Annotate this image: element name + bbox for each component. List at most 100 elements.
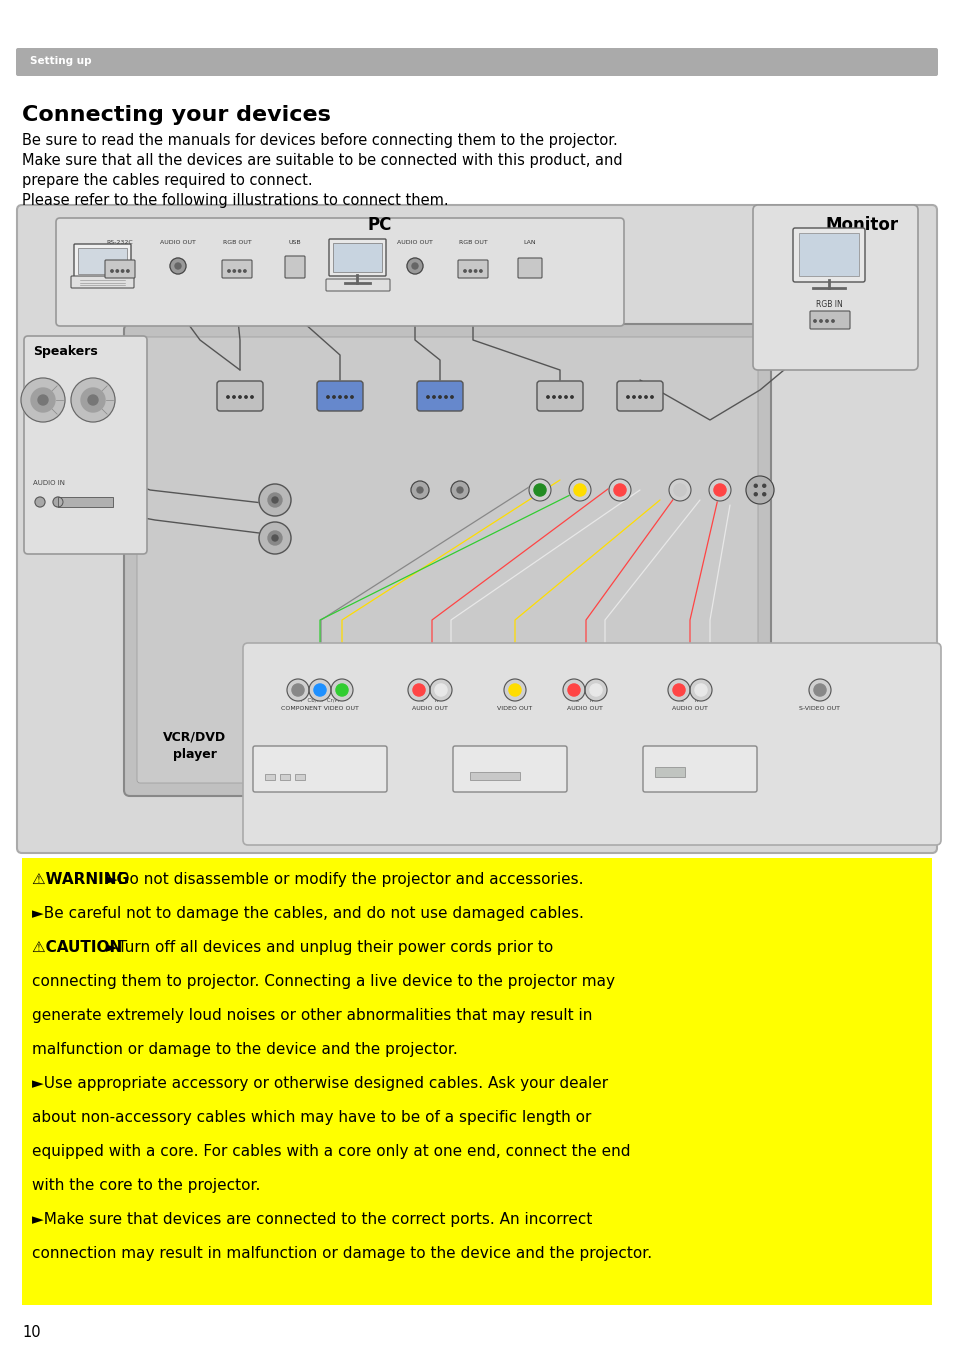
Circle shape [564,395,567,398]
FancyBboxPatch shape [642,746,757,792]
Text: AUDIO OUT: AUDIO OUT [412,706,448,711]
Circle shape [53,496,63,507]
Circle shape [825,320,827,322]
Text: Connecting your devices: Connecting your devices [22,105,331,125]
Circle shape [344,395,347,398]
Circle shape [228,270,230,272]
Circle shape [127,270,129,272]
Circle shape [38,395,48,405]
FancyBboxPatch shape [124,324,770,796]
Circle shape [474,270,476,272]
FancyBboxPatch shape [137,337,758,782]
Circle shape [584,679,606,701]
Text: AUDIO IN: AUDIO IN [33,480,65,486]
Circle shape [503,679,525,701]
Circle shape [412,263,417,268]
Text: RGB OUT: RGB OUT [458,240,487,246]
Circle shape [479,270,481,272]
Text: connection may result in malfunction or damage to the device and the projector.: connection may result in malfunction or … [32,1246,652,1261]
Text: L      R: L R [421,697,438,703]
Circle shape [245,395,247,398]
FancyBboxPatch shape [17,205,936,853]
Circle shape [413,684,425,696]
Circle shape [568,479,590,500]
Text: AUDIO OUT: AUDIO OUT [396,240,433,246]
Circle shape [644,395,646,398]
Circle shape [558,395,560,398]
Circle shape [35,496,45,507]
Circle shape [713,484,725,496]
Text: 10: 10 [22,1325,41,1340]
FancyBboxPatch shape [329,239,386,277]
Circle shape [238,270,240,272]
Circle shape [451,482,469,499]
Bar [470,772,519,780]
Circle shape [435,684,447,696]
Circle shape [708,479,730,500]
Circle shape [309,679,331,701]
Circle shape [632,395,635,398]
FancyBboxPatch shape [617,380,662,411]
Circle shape [258,484,291,517]
Circle shape [116,270,118,272]
Text: COMPONENT VIDEO OUT: COMPONENT VIDEO OUT [281,706,358,711]
Text: VIDEO OUT: VIDEO OUT [497,706,532,711]
Text: RGB OUT: RGB OUT [222,240,251,246]
Text: Monitor: Monitor [824,216,898,233]
Text: Y   Cb/Pb  Cr/Pr: Y Cb/Pb Cr/Pr [299,697,340,703]
Circle shape [762,492,765,495]
Circle shape [672,684,684,696]
Circle shape [331,679,353,701]
FancyBboxPatch shape [105,260,135,278]
Circle shape [268,492,282,507]
FancyBboxPatch shape [517,258,541,278]
Circle shape [111,270,113,272]
Circle shape [88,395,98,405]
Text: AUDIO OUT: AUDIO OUT [160,240,195,246]
Circle shape [333,395,335,398]
Text: AUDIO OUT: AUDIO OUT [671,706,707,711]
Circle shape [407,258,422,274]
Circle shape [170,258,186,274]
Bar [280,774,290,780]
Circle shape [335,684,348,696]
Text: prepare the cables required to connect.: prepare the cables required to connect. [22,173,313,188]
Circle shape [71,378,115,422]
Text: LAN: LAN [523,240,536,246]
Circle shape [813,320,816,322]
Text: ⚠WARNING: ⚠WARNING [32,871,134,888]
Text: generate extremely loud noises or other abnormalities that may result in: generate extremely loud noises or other … [32,1008,592,1023]
Circle shape [562,679,584,701]
Text: Make sure that all the devices are suitable to be connected with this product, a: Make sure that all the devices are suita… [22,152,622,169]
FancyBboxPatch shape [71,277,133,287]
Text: L      R: L R [680,697,698,703]
Text: ►Use appropriate accessory or otherwise designed cables. Ask your dealer: ►Use appropriate accessory or otherwise … [32,1077,607,1091]
Bar [58,496,112,507]
Circle shape [508,684,520,696]
FancyBboxPatch shape [453,746,566,792]
FancyBboxPatch shape [243,643,940,844]
Circle shape [411,482,429,499]
Circle shape [451,395,453,398]
Circle shape [667,679,689,701]
Text: ►Do not disassemble or modify the projector and accessories.: ►Do not disassemble or modify the projec… [106,871,582,888]
FancyBboxPatch shape [216,380,263,411]
Circle shape [650,395,653,398]
Circle shape [227,395,229,398]
Circle shape [314,684,326,696]
Circle shape [416,487,422,492]
Text: RGB IN: RGB IN [815,299,841,309]
Circle shape [287,679,309,701]
Text: ►Turn off all devices and unplug their power cords prior to: ►Turn off all devices and unplug their p… [106,940,553,955]
Text: about non-accessory cables which may have to be of a specific length or: about non-accessory cables which may hav… [32,1110,591,1125]
Circle shape [258,522,291,554]
Text: equipped with a core. For cables with a core only at one end, connect the end: equipped with a core. For cables with a … [32,1144,630,1159]
Text: Be sure to read the manuals for devices before connecting them to the projector.: Be sure to read the manuals for devices … [22,134,618,148]
Circle shape [626,395,629,398]
Circle shape [639,395,640,398]
FancyBboxPatch shape [537,380,582,411]
Circle shape [438,395,440,398]
Circle shape [30,389,55,411]
FancyBboxPatch shape [56,219,623,326]
Circle shape [469,270,471,272]
